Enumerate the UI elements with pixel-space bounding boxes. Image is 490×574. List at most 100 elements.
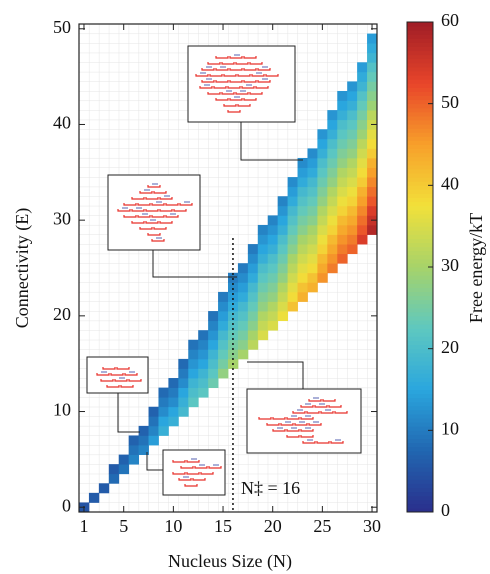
heatmap-cell (237, 291, 249, 302)
heatmap-cell (198, 387, 209, 398)
y-tick-label: 10 (53, 400, 71, 420)
heatmap-cell (297, 205, 308, 216)
brick (308, 399, 322, 402)
heatmap-cell (257, 224, 269, 235)
heatmap-cell (327, 253, 338, 264)
heatmap-cell (287, 272, 298, 283)
heatmap-cell (367, 138, 378, 149)
heatmap-cell (357, 90, 368, 101)
heatmap-cell (277, 224, 288, 235)
colorbar-segment (407, 91, 433, 96)
heatmap-cell (307, 244, 318, 255)
brick (213, 86, 227, 89)
colorbar-segment (407, 144, 433, 150)
heatmap-cell (327, 167, 338, 178)
heatmap-cell (267, 224, 279, 235)
colorbar-tick-label: 30 (441, 255, 459, 275)
colorbar-tick-label: 40 (441, 173, 459, 193)
colorbar-segment (407, 299, 433, 305)
brick (192, 478, 206, 481)
heatmap-cell (128, 454, 139, 465)
heatmap-cell (367, 33, 378, 44)
heatmap-cell (367, 167, 378, 178)
heatmap-cell (357, 138, 368, 149)
inset-connector (247, 361, 304, 389)
brick (165, 203, 179, 206)
heatmap-cell (228, 301, 239, 312)
heatmap-cell (367, 43, 378, 54)
heatmap-cell (317, 244, 328, 255)
brick (178, 478, 192, 481)
colorbar-segment (407, 426, 433, 431)
heatmap-cell (257, 263, 269, 274)
x-tick-label: 15 (214, 516, 232, 536)
heatmap-cell (277, 215, 288, 226)
heatmap-cell (297, 291, 308, 302)
colorbar-segment (407, 471, 433, 476)
brick (300, 435, 314, 438)
brick (257, 68, 271, 71)
heatmap-cell (168, 406, 179, 417)
colorbar-segment (407, 177, 433, 182)
heatmap-cell (317, 177, 328, 188)
inset-connector (146, 452, 163, 471)
heatmap-cell (267, 272, 279, 283)
heatmap-cell (367, 110, 378, 121)
heatmap-cell (98, 483, 110, 494)
heatmap-cell (148, 425, 159, 436)
brick (123, 215, 137, 218)
brick (131, 197, 145, 200)
colorbar-tick-label: 50 (441, 92, 459, 112)
brick (280, 423, 294, 426)
heatmap-cell (247, 244, 259, 255)
brick (258, 417, 272, 420)
heatmap-cell (367, 90, 378, 101)
brick (330, 441, 344, 444)
colorbar-segment (407, 458, 433, 464)
colorbar-segment (407, 226, 433, 231)
heatmap-cell (267, 282, 279, 293)
heatmap-cell (307, 148, 318, 159)
brick (300, 417, 314, 420)
colorbar-tick-label: 0 (441, 500, 450, 520)
brick (241, 86, 255, 89)
heatmap-cell (287, 282, 298, 293)
heatmap-cell (307, 215, 318, 226)
heatmap-cell (198, 358, 209, 369)
colorbar-segment (407, 164, 433, 170)
colorbar-segment (407, 152, 433, 158)
brick (139, 191, 153, 194)
heatmap-cell (218, 339, 229, 350)
heatmap-cell (337, 119, 348, 130)
heatmap-cell (218, 358, 229, 369)
heatmap-cell (347, 157, 358, 168)
heatmap-cell (317, 157, 328, 168)
heatmap-cell (347, 100, 358, 111)
heatmap-cell (158, 416, 169, 427)
colorbar-segment (407, 254, 433, 260)
brick (153, 191, 167, 194)
heatmap-cell (287, 205, 298, 216)
heatmap-cell (208, 330, 219, 341)
heatmap-cell (367, 157, 378, 168)
heatmap-cell (198, 330, 209, 341)
colorbar-segment (407, 479, 433, 484)
heatmap-cell (337, 100, 348, 111)
colorbar-segment (407, 30, 433, 35)
brick (131, 221, 145, 224)
heatmap-cell (317, 263, 328, 274)
brick (249, 92, 263, 95)
colorbar-segment (407, 197, 433, 203)
heatmap-cell (337, 215, 348, 226)
heatmap-cell (367, 186, 378, 197)
heatmap-cell (188, 358, 199, 369)
heatmap-cell (347, 129, 358, 140)
x-axis-label: Nucleus Size (N) (168, 551, 292, 572)
y-axis-label: Connectivity (E) (12, 208, 33, 328)
colorbar-segment (407, 303, 433, 309)
brick (201, 80, 215, 83)
colorbar-segment (407, 487, 433, 493)
heatmap-cell (357, 167, 368, 178)
colorbar-segment (407, 205, 433, 211)
